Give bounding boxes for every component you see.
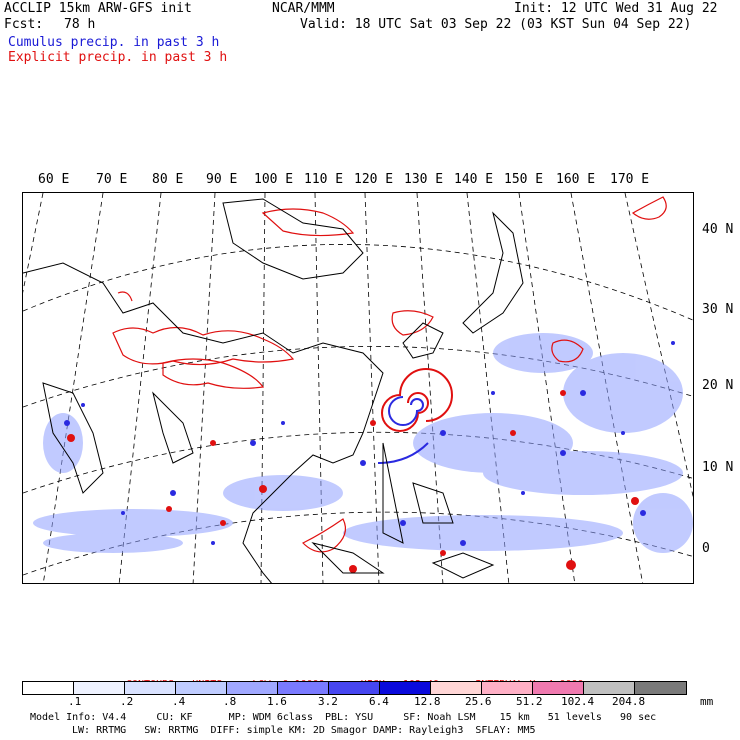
lat-label-10n: 10 N [702,460,734,475]
lon-label-100e: 100 E [254,172,294,187]
lat-label-20n: 20 N [702,378,734,393]
init-time: Init: 12 UTC Wed 31 Aug 22 [514,1,718,16]
lon-label-120e: 120 E [354,172,394,187]
legend-explicit: Explicit precip. in past 3 h [8,50,228,65]
organization: NCAR/MMM [272,1,335,16]
lon-label-110e: 110 E [304,172,344,187]
tick-label: 102.4 [561,695,595,708]
model-info-line1: Model Info: V4.4 CU: KF MP: WDM 6class P… [30,712,657,723]
colorbar-cell [74,682,125,694]
colorbar-cell [125,682,176,694]
lat-label-0: 0 [702,541,710,556]
colorbar-cell [278,682,329,694]
valid-time: Valid: 18 UTC Sat 03 Sep 22 (03 KST Sun … [300,17,692,32]
tick-label: 1.6 [267,695,287,708]
lon-label-160e: 160 E [556,172,596,187]
coastlines [23,198,524,583]
model-title: ACCLIP 15km ARW-GFS init [4,1,192,16]
colorbar-cell [380,682,431,694]
forecast-hour: 78 h [64,17,96,32]
forecast-label: Fcst: [4,17,44,32]
lon-label-130e: 130 E [404,172,444,187]
explicit-precip-spots [67,390,639,573]
lon-label-140e: 140 E [454,172,494,187]
colorbar-cell [329,682,380,694]
colorbar-cell [533,682,584,694]
explicit-precip [112,196,667,553]
tick-label: 6.4 [369,695,389,708]
colorbar-cell [584,682,635,694]
lon-label-150e: 150 E [504,172,544,187]
colorbar-cell [176,682,227,694]
latitude-grid [23,244,693,576]
lon-label-170e: 170 E [610,172,650,187]
map-canvas [23,193,693,583]
tick-label: .8 [223,695,237,708]
colorbar-cell [227,682,278,694]
tick-label: .4 [172,695,186,708]
lon-label-80e: 80 E [152,172,184,187]
tick-label: 51.2 [516,695,543,708]
cumulus-precip [33,333,693,553]
cumulus-precip-intense [64,341,675,546]
tick-label: 25.6 [465,695,492,708]
lon-label-60e: 60 E [38,172,70,187]
colorbar-cell [431,682,482,694]
tick-label: 3.2 [318,695,338,708]
lon-label-70e: 70 E [96,172,128,187]
colorbar-cell [635,682,686,694]
colorbar-cell [23,682,74,694]
colorbar-cell [482,682,533,694]
tick-label: .1 [68,695,82,708]
lat-label-40n: 40 N [702,222,734,237]
tick-label: 204.8 [612,695,646,708]
lon-label-90e: 90 E [206,172,238,187]
legend-cumulus: Cumulus precip. in past 3 h [8,35,220,50]
model-info-line2: LW: RRTMG SW: RRTMG DIFF: simple KM: 2D … [72,725,536,736]
colorbar [22,681,687,695]
tick-label: .2 [120,695,134,708]
colorbar-units: mm [700,695,714,708]
lat-label-30n: 30 N [702,302,734,317]
tick-label: 12.8 [414,695,441,708]
precipitation-map [22,192,694,584]
